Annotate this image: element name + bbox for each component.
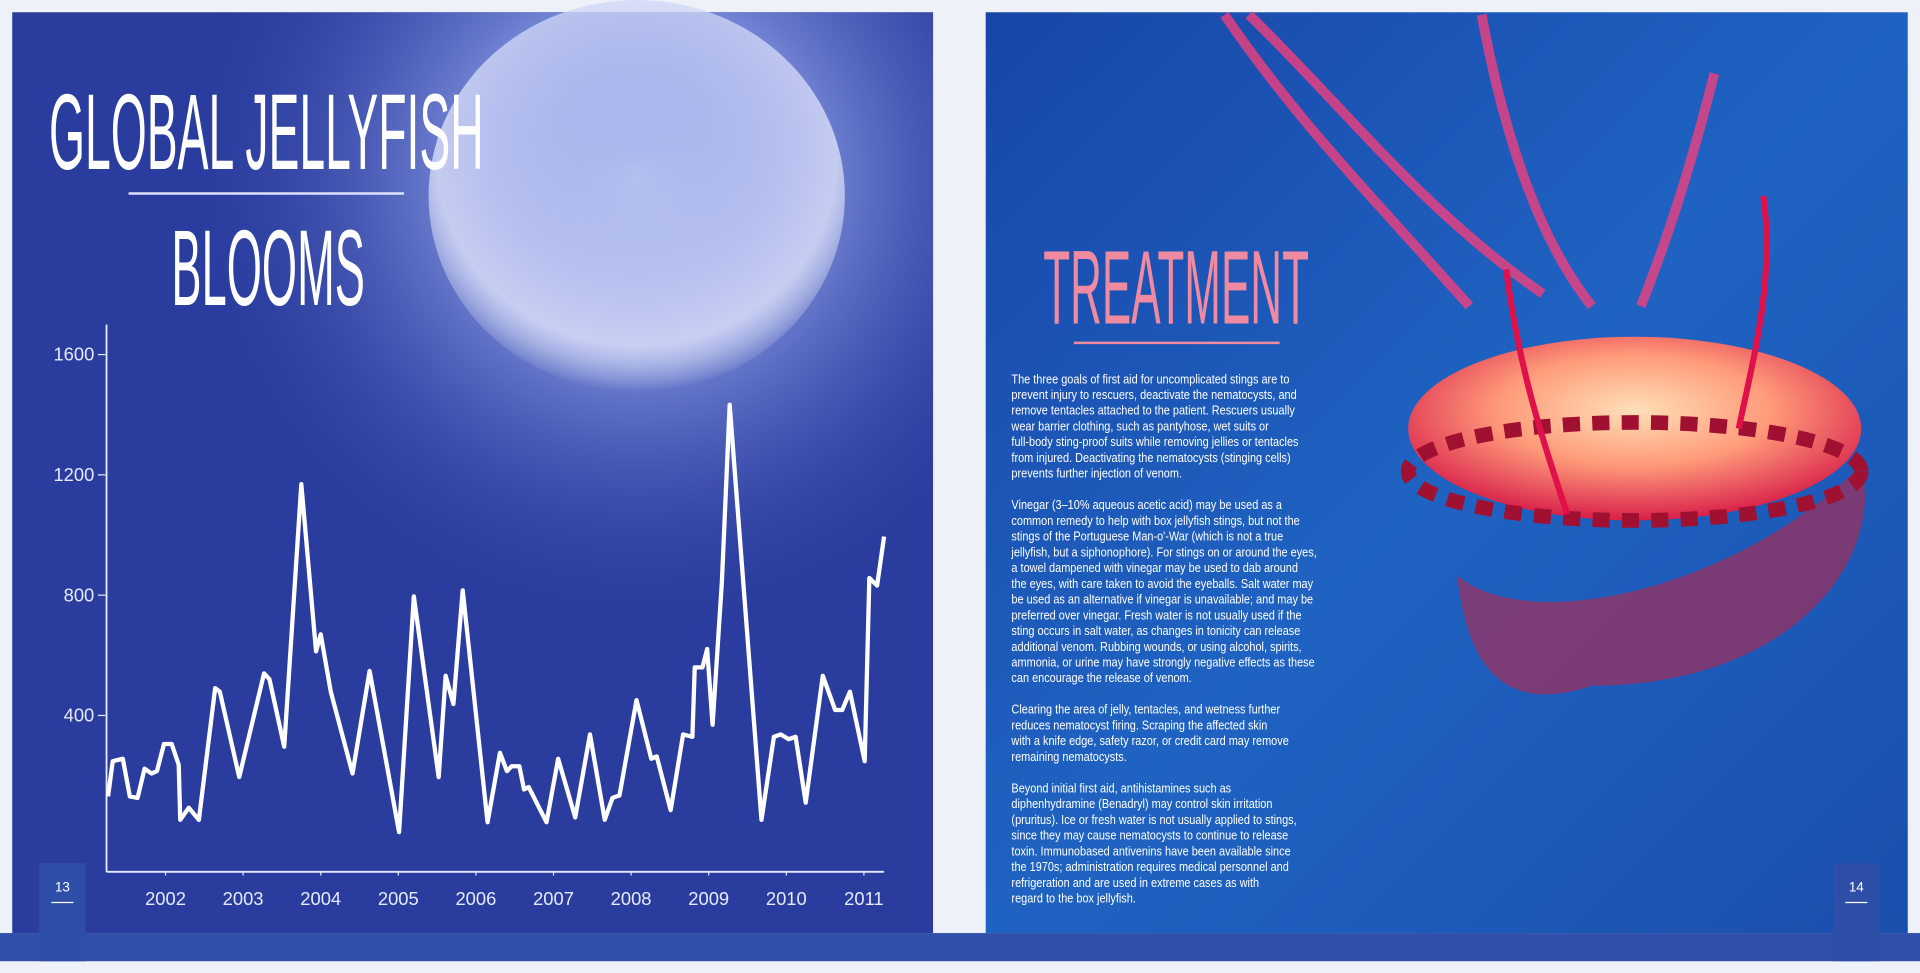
body-line: Vinegar (3–10% aqueous acetic acid) may … [1011, 497, 1282, 512]
body-line: from injured. Deactivating the nematocys… [1011, 450, 1290, 465]
body-line: prevents further injection of venom. [1011, 466, 1182, 481]
body-line: reduces nematocyst firing. Scraping the … [1011, 718, 1267, 733]
x-tick-label: 2006 [455, 888, 496, 909]
body-line: full-body sting-proof suits while removi… [1011, 434, 1298, 449]
body-line: additional venom. Rubbing wounds, or usi… [1011, 639, 1301, 654]
y-tick-label: 800 [64, 584, 95, 605]
body-line: (pruritus). Ice or fresh water is not us… [1011, 812, 1296, 827]
title-line1: GLOBAL JELLYFISH [49, 71, 484, 192]
body-line: Beyond initial first aid, antihistamines… [1011, 781, 1231, 796]
tentacles [1220, 11, 1720, 310]
body-line: since they may cause nematocysts to cont… [1011, 828, 1288, 843]
body-line: regard to the box jellyfish. [1011, 891, 1135, 906]
chart: 400 800 1200 1600 2002 2003 2004 2005 2006 2007 20… [53, 324, 887, 909]
body-line: jellyfish, but a siphonophore). For stin… [1011, 545, 1317, 560]
body-line: common remedy to help with box jellyfish… [1011, 513, 1300, 528]
x-tick-label: 2002 [145, 888, 186, 909]
body-line: refrigeration and are used in extreme ca… [1011, 875, 1259, 890]
heading: TREATMENT [1043, 229, 1309, 346]
body-line: sting occurs in salt water, as changes i… [1011, 623, 1300, 638]
page-tab [39, 863, 86, 962]
page-number: 13 [55, 879, 70, 894]
x-tick-label: 2005 [378, 888, 419, 909]
body-line: ammonia, or urine may have strongly nega… [1011, 655, 1315, 670]
body-line: with a knife edge, safety razor, or cred… [1011, 733, 1290, 748]
body-line: Clearing the area of jelly, tentacles, a… [1011, 702, 1280, 717]
page-number: 14 [1849, 879, 1864, 894]
arms [1503, 195, 1770, 516]
x-tick-label: 2004 [300, 888, 341, 909]
red-jellyfish [1220, 11, 1869, 528]
x-tick-label: 2003 [223, 888, 264, 909]
body-line: The three goals of first aid for uncompl… [1011, 371, 1289, 386]
x-tick-label: 2011 [844, 888, 883, 909]
x-tick-label: 2009 [688, 888, 729, 909]
y-tick-label: 400 [64, 705, 95, 726]
y-tick-label: 1200 [53, 464, 94, 485]
body-line: prevent injury to rescuers, deactivate t… [1011, 387, 1296, 402]
body-line: diphenhydramine (Benadryl) may control s… [1011, 796, 1272, 811]
body-line: remaining nematocysts. [1011, 749, 1126, 764]
body-line: can encourage the release of venom. [1011, 670, 1191, 685]
bottom-band [0, 933, 1920, 962]
page-tab [1833, 863, 1880, 962]
body-line: remove tentacles attached to the patient… [1011, 403, 1294, 418]
x-tick-label: 2010 [766, 888, 807, 909]
body-line: a towel dampened with vinegar may be use… [1011, 560, 1298, 575]
body-line: preferred over vinegar. Fresh water is n… [1011, 607, 1301, 622]
jellyfish-rim [1400, 415, 1869, 528]
body-text: The three goals of first aid for uncompl… [1011, 371, 1317, 905]
body-line: stings of the Portuguese Man-o'-War (whi… [1011, 529, 1283, 544]
body-line: wear barrier clothing, such as pantyhose… [1011, 419, 1269, 434]
y-tick-label: 1600 [53, 344, 94, 365]
body-line: the eyes, with care taken to avoid the e… [1011, 576, 1313, 591]
x-tick-label: 2008 [611, 888, 652, 909]
title-line2: BLOOMS [171, 207, 364, 328]
jellyfish-reflection [1457, 465, 1865, 695]
body-line: the 1970s; administration requires medic… [1011, 859, 1288, 874]
body-line: be used as an alternative if vinegar is … [1011, 592, 1313, 607]
x-tick-label: 2007 [533, 888, 574, 909]
data-line [105, 402, 887, 835]
jellyfish-bell [428, 0, 845, 392]
body-line: toxin. Immunobased antivenins have been … [1011, 843, 1291, 858]
